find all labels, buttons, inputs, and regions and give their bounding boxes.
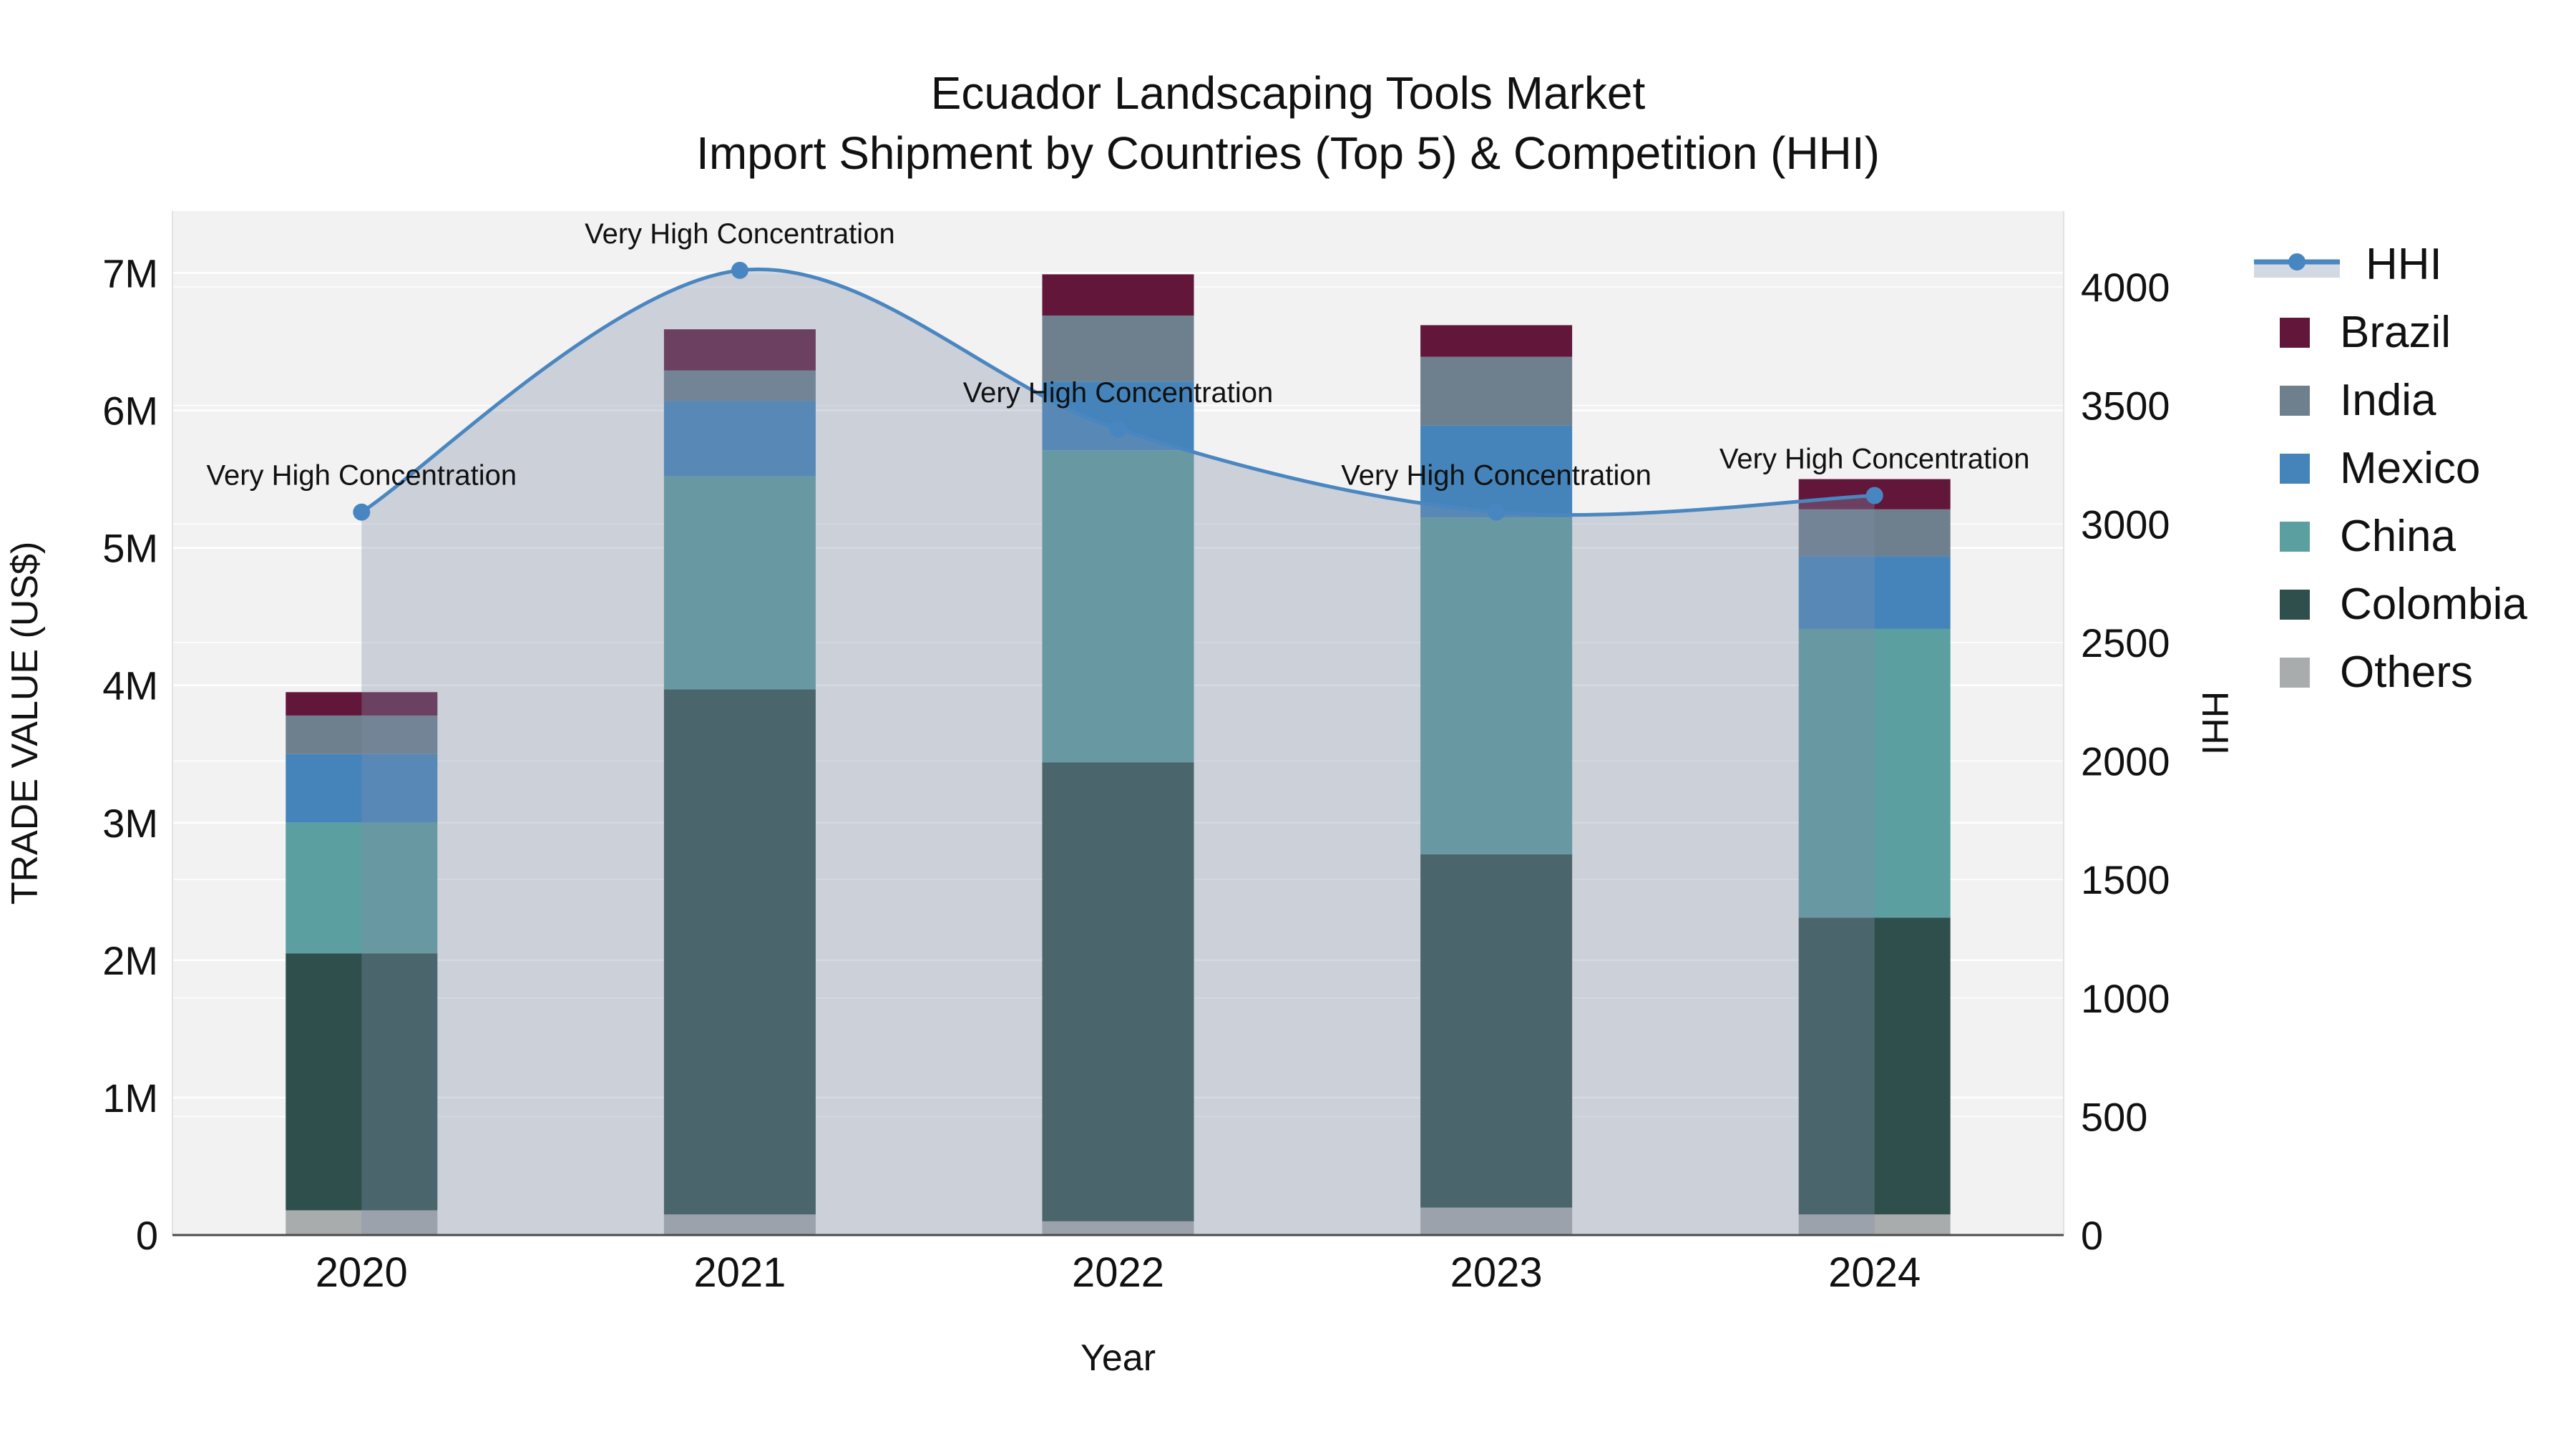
legend-label-brazil: Brazil [2340,308,2451,357]
legend-label-mexico: Mexico [2340,444,2481,493]
hhi-marker-2023[interactable] [1488,503,1506,521]
legend-label-hhi: HHI [2366,240,2442,289]
bar-segment-colombia-2024[interactable] [1798,917,1951,1215]
bar-segment-colombia-2022[interactable] [1042,762,1194,1221]
legend-label-colombia: Colombia [2340,580,2527,629]
legend-item-others[interactable]: Others [2254,638,2527,706]
y-right-tick-500: 500 [2081,1094,2147,1139]
bar-segment-others-2021[interactable] [663,1214,816,1235]
bar-segment-china-2022[interactable] [1042,450,1194,763]
y-left-tick-0: 0 [136,1213,158,1258]
legend-swatch-colombia [2280,589,2310,620]
bar-segment-brazil-2021[interactable] [663,329,816,371]
hhi-marker-2020[interactable] [353,503,371,521]
bar-segment-china-2020[interactable] [286,822,438,954]
bar-segment-colombia-2023[interactable] [1420,854,1573,1208]
bar-segment-india-2024[interactable] [1798,509,1951,557]
x-tick-2021: 2021 [693,1249,786,1296]
legend-item-mexico[interactable]: Mexico [2254,434,2527,502]
annotation-2023: Very High Concentration [1341,460,1652,492]
legend-swatch-others [2280,657,2310,688]
y-right-tick-3500: 3500 [2081,384,2170,429]
bar-segment-india-2021[interactable] [663,370,816,401]
annotation-2020: Very High Concentration [207,460,517,492]
x-axis-title: Year [1080,1337,1156,1379]
y-left-tick-6M: 6M [102,389,158,434]
y-right-tick-4000: 4000 [2081,265,2170,310]
x-tick-2024: 2024 [1828,1249,1921,1296]
hhi-marker-2022[interactable] [1109,420,1127,438]
annotation-2021: Very High Concentration [585,218,895,250]
annotation-2024: Very High Concentration [1719,444,2030,475]
bar-segment-brazil-2022[interactable] [1042,274,1194,316]
y-right-tick-1000: 1000 [2081,976,2170,1021]
legend: HHI Brazil India Mexico China Colombia Others [2254,230,2527,706]
bar-segment-mexico-2022[interactable] [1042,381,1194,451]
x-tick-2023: 2023 [1450,1249,1543,1296]
legend-swatch-brazil [2280,317,2310,348]
y-left-tick-4M: 4M [102,663,158,708]
chart-title: Ecuador Landscaping Tools Market Import … [0,63,2576,183]
y-left-tick-2M: 2M [102,938,158,983]
legend-label-china: China [2340,512,2456,561]
hhi-area-fill [361,269,1875,1235]
y-right-tick-2000: 2000 [2081,739,2170,784]
bar-segment-india-2020[interactable] [286,715,438,754]
bar-segment-others-2024[interactable] [1798,1214,1951,1235]
x-tick-2020: 2020 [316,1249,408,1296]
legend-swatch-china [2280,521,2310,552]
legend-item-china[interactable]: China [2254,502,2527,570]
y-right-tick-3000: 3000 [2081,502,2170,547]
bar-segment-mexico-2023[interactable] [1420,425,1573,518]
legend-swatch-mexico [2280,453,2310,484]
bar-segment-mexico-2024[interactable] [1798,556,1951,629]
y-left-tick-1M: 1M [102,1075,158,1121]
hhi-marker-2021[interactable] [731,261,748,279]
y-right-axis-title: HHI [2194,691,2235,756]
legend-label-others: Others [2340,648,2474,697]
bar-segment-china-2021[interactable] [663,476,816,690]
legend-label-india: India [2340,376,2436,425]
bar-segment-china-2023[interactable] [1420,517,1573,854]
legend-item-india[interactable]: India [2254,366,2527,434]
chart-title-line1: Ecuador Landscaping Tools Market [930,67,1646,119]
bar-segment-brazil-2023[interactable] [1420,325,1573,357]
bar-segment-mexico-2020[interactable] [286,753,438,823]
legend-swatch-hhi [2254,253,2340,278]
bar-segment-colombia-2021[interactable] [663,689,816,1215]
bar-segment-china-2024[interactable] [1798,628,1951,918]
legend-item-colombia[interactable]: Colombia [2254,570,2527,638]
bar-segment-others-2023[interactable] [1420,1207,1573,1235]
bar-segment-india-2023[interactable] [1420,356,1573,426]
bar-segment-colombia-2020[interactable] [286,953,438,1211]
chart-title-line2: Import Shipment by Countries (Top 5) & C… [696,127,1880,179]
hhi-marker-2024[interactable] [1865,487,1883,504]
bar-segment-india-2022[interactable] [1042,315,1194,382]
y-right-tick-1500: 1500 [2081,857,2170,902]
bar-segment-mexico-2021[interactable] [663,401,816,477]
y-right-tick-0: 0 [2081,1213,2103,1258]
bar-segment-brazil-2020[interactable] [286,692,438,716]
x-tick-2022: 2022 [1072,1249,1164,1296]
y-left-tick-3M: 3M [102,801,158,846]
legend-item-hhi[interactable]: HHI [2254,230,2527,298]
bar-segment-others-2022[interactable] [1042,1221,1194,1235]
y-left-tick-7M: 7M [102,250,158,296]
y-left-tick-5M: 5M [102,526,158,571]
legend-swatch-india [2280,385,2310,416]
y-right-tick-2500: 2500 [2081,620,2170,665]
legend-item-brazil[interactable]: Brazil [2254,298,2527,366]
bar-segment-others-2020[interactable] [286,1210,438,1235]
y-left-axis-title: TRADE VALUE (US$) [4,542,46,905]
annotation-2022: Very High Concentration [963,377,1274,409]
